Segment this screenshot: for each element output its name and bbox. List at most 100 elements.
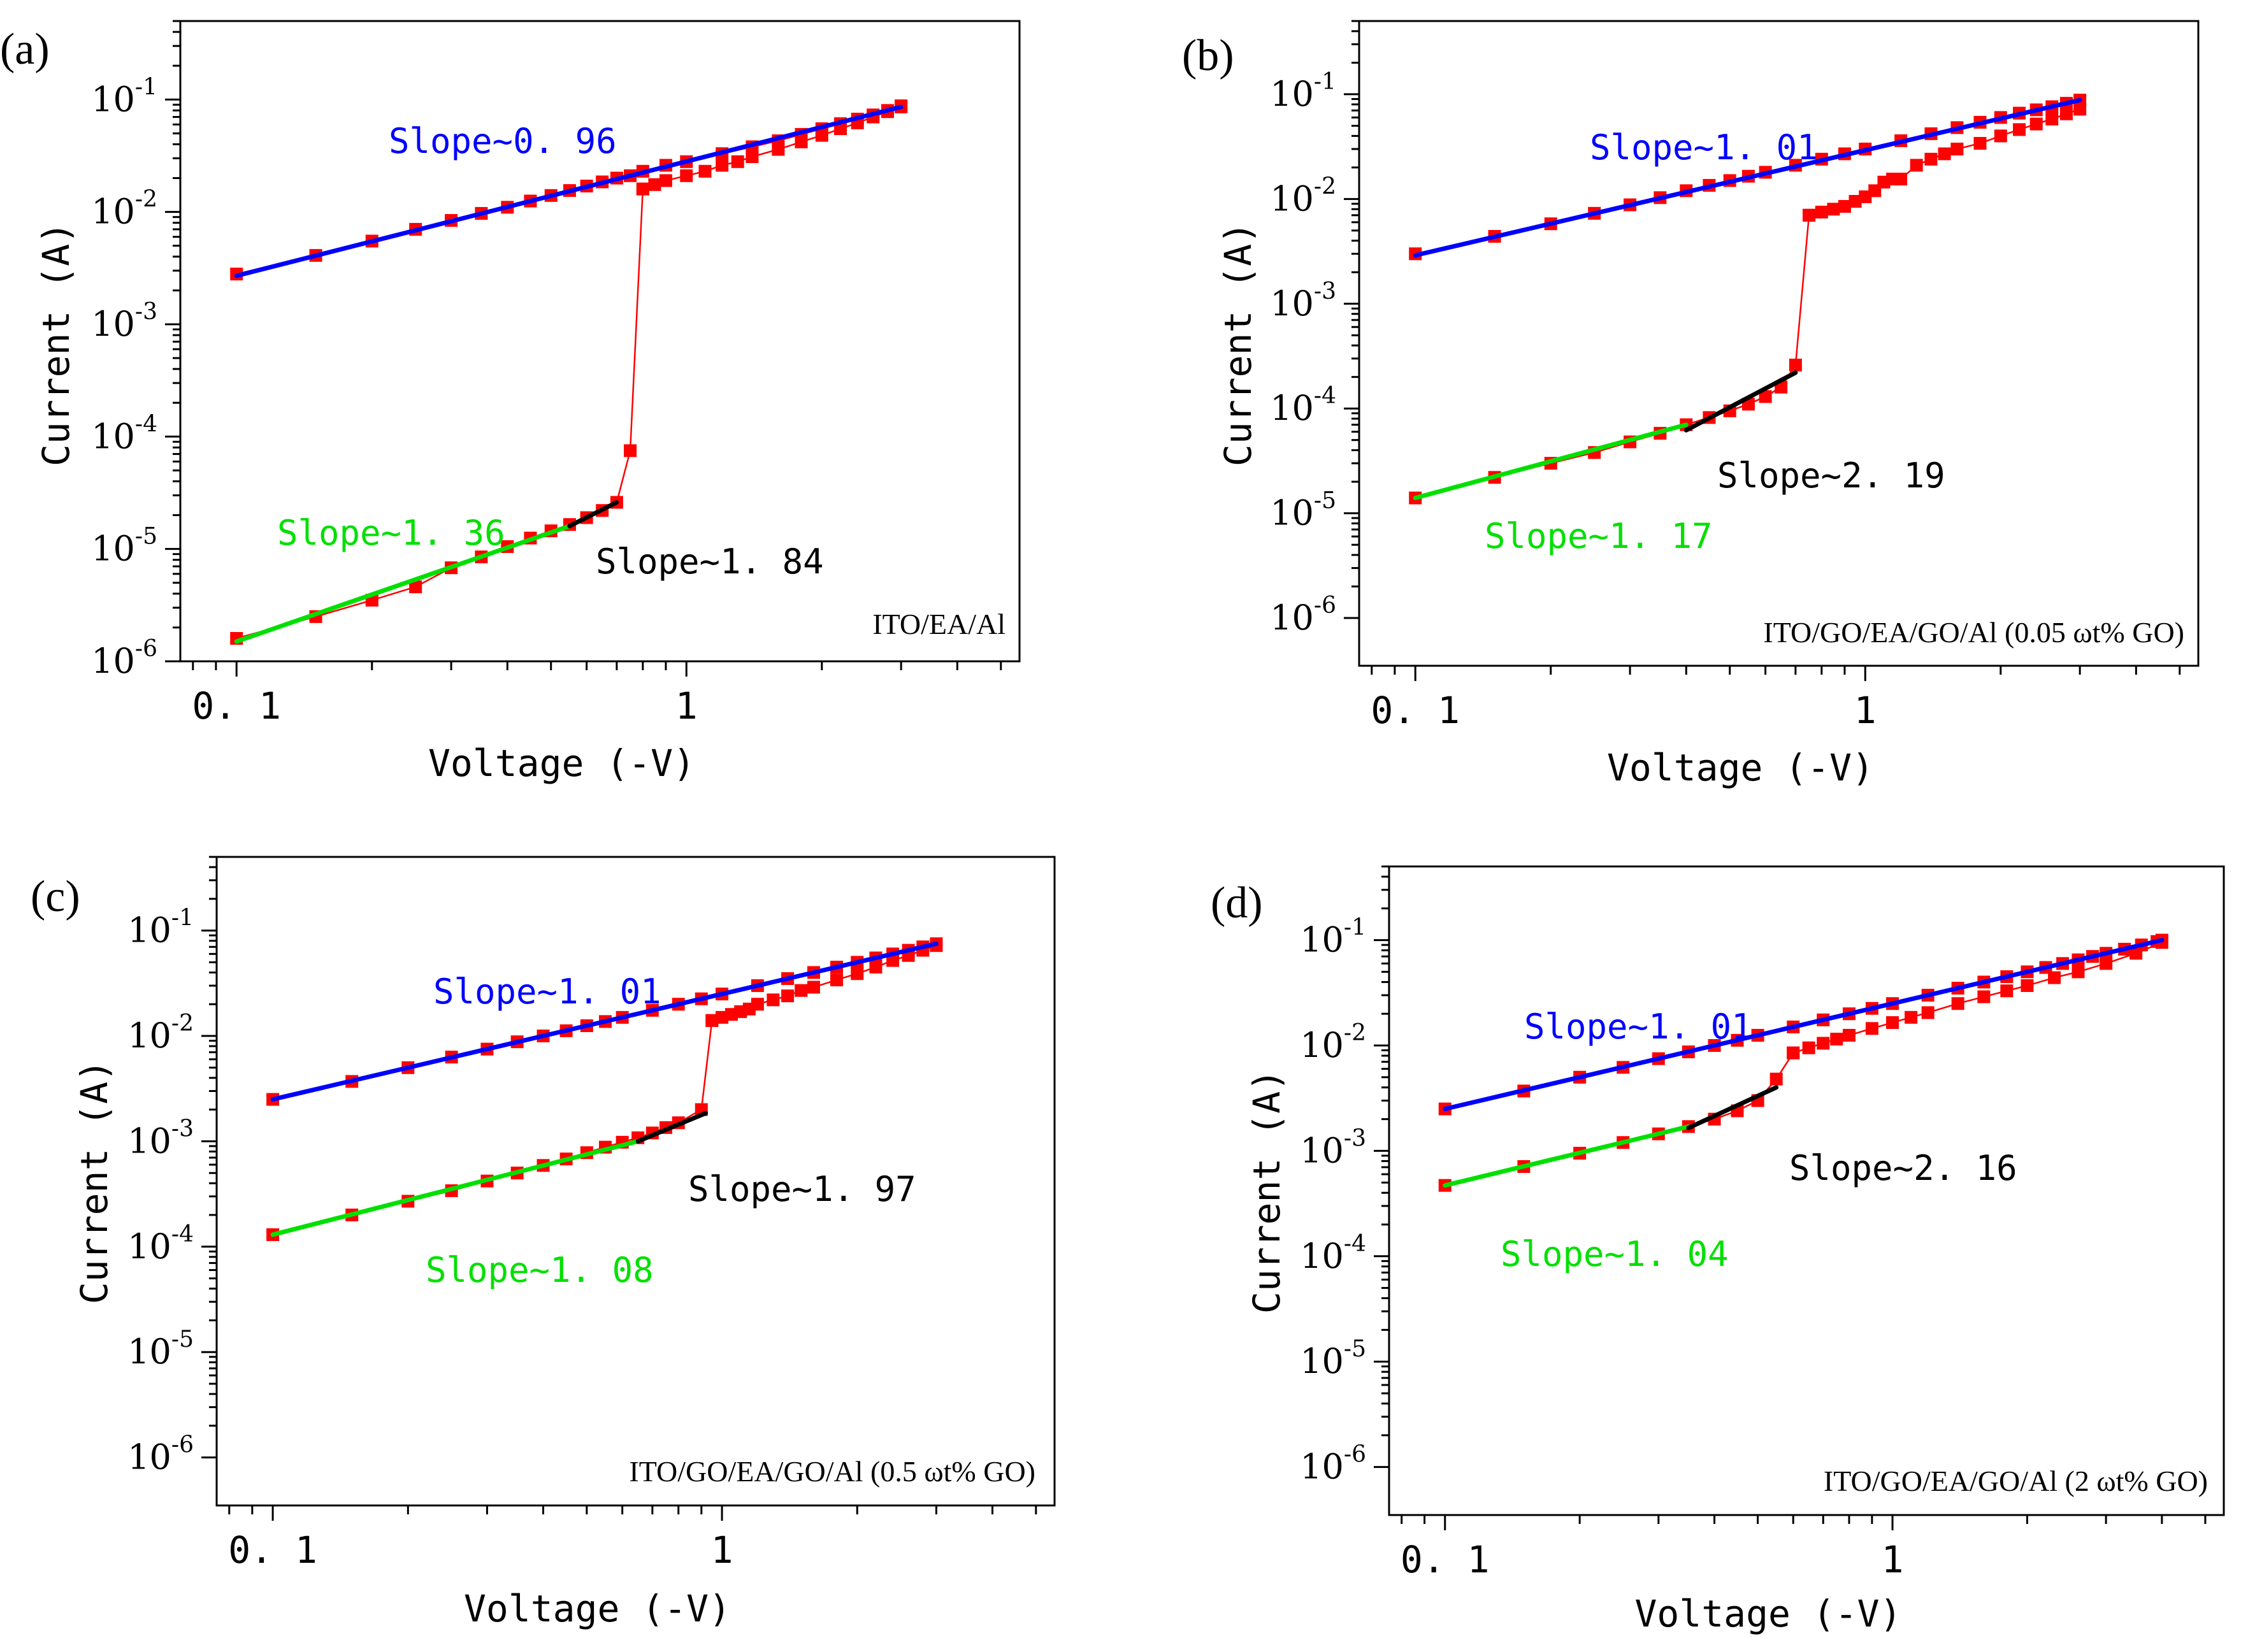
data-point <box>1842 1028 1855 1042</box>
slope-label: Slope~0. 96 <box>389 121 617 161</box>
data-point <box>659 174 672 187</box>
data-point <box>1838 199 1851 213</box>
data-point <box>731 155 744 168</box>
data-point <box>1865 1022 1878 1035</box>
data-point <box>1994 129 2007 143</box>
data-point <box>2000 984 2014 998</box>
data-point <box>851 967 864 980</box>
data-point <box>624 444 637 457</box>
data-point <box>2029 117 2043 131</box>
y-axis-title: Current (A) <box>1216 222 1260 466</box>
data-point <box>2045 112 2059 126</box>
y-tick-label: 10-2 <box>1300 1020 1366 1065</box>
data-point <box>2048 971 2061 984</box>
fit-line <box>1413 97 2082 258</box>
panel-tag: (c) <box>31 872 80 921</box>
panel-tag: (d) <box>1211 879 1263 928</box>
data-point <box>1973 136 1987 150</box>
data-point <box>795 984 808 997</box>
data-point <box>815 129 828 142</box>
data-point <box>795 135 808 148</box>
slope-label: Slope~1. 17 <box>1485 516 1713 556</box>
data-point <box>2073 103 2087 116</box>
slope-label: Slope~1. 01 <box>433 972 661 1012</box>
device-label: ITO/GO/EA/GO/Al (0.05 ωt% GO) <box>1763 616 2184 649</box>
y-tick-label: 10-5 <box>127 1326 194 1372</box>
fit-line <box>270 941 939 1102</box>
data-point <box>2129 947 2143 960</box>
x-tick-label: 1 <box>1854 689 1877 732</box>
data-point <box>1759 390 1772 403</box>
y-tick-label: 10-6 <box>127 1432 194 1477</box>
y-tick-label: 10-5 <box>91 524 157 569</box>
plot-frame <box>1388 865 2225 1516</box>
slope-label: Slope~1. 97 <box>688 1169 916 1209</box>
y-tick-label: 10-3 <box>91 299 157 344</box>
fit-line <box>1683 370 1798 433</box>
device-label: ITO/GO/EA/GO/Al (2 ωt% GO) <box>1824 1465 2208 1497</box>
data-point <box>751 998 764 1011</box>
data-point <box>1787 1046 1800 1059</box>
data-point <box>886 954 900 967</box>
data-point <box>705 1014 719 1027</box>
x-tick-label: 1 <box>1882 1538 1904 1581</box>
data-point <box>409 580 422 594</box>
y-tick-label: 10-4 <box>127 1221 194 1267</box>
device-label: ITO/GO/EA/GO/Al (0.5 ωt% GO) <box>629 1455 1035 1488</box>
y-tick-label: 10-6 <box>91 636 157 681</box>
slope-label: Slope~2. 16 <box>1789 1148 2017 1188</box>
data-point <box>2072 965 2085 979</box>
data-point <box>781 989 795 1003</box>
fit-line <box>1413 422 1689 501</box>
panel-tag: (a) <box>0 25 50 74</box>
y-tick-label: 10-2 <box>127 1010 194 1056</box>
data-point <box>1815 205 1828 219</box>
plot-frame <box>1358 20 2200 667</box>
x-axis-title: Voltage (-V) <box>428 742 695 785</box>
y-tick-label: 10-2 <box>1270 173 1336 219</box>
y-tick-label: 10-6 <box>1300 1442 1366 1487</box>
panel-b: 0. 1 1 10-1 10-2 10-3 10-4 10-5 10-6 Voltage (-V… <box>1182 20 2200 789</box>
slope-label: Slope~1. 01 <box>1524 1007 1752 1047</box>
data-point <box>1827 203 1840 216</box>
y-tick-label: 10-3 <box>1300 1125 1366 1170</box>
y-tick-label: 10-6 <box>1270 593 1336 638</box>
y-tick-label: 10-5 <box>1270 488 1336 533</box>
data-point <box>1802 1041 1815 1054</box>
device-label: ITO/EA/Al <box>872 608 1005 640</box>
x-tick-label: 0. 1 <box>1401 1538 1490 1581</box>
slope-label: Slope~1. 08 <box>426 1250 654 1290</box>
data-point <box>772 143 785 156</box>
data-point <box>2100 957 2113 970</box>
data-point <box>807 980 820 994</box>
panel-c: 0. 1 1 10-1 10-2 10-3 10-4 10-5 10-6 Voltage (-V… <box>31 856 1056 1630</box>
y-tick-label: 10-4 <box>91 411 157 456</box>
data-point <box>834 122 847 136</box>
data-point <box>1938 147 1951 161</box>
data-point <box>746 150 759 163</box>
data-point <box>1951 997 1964 1010</box>
data-point <box>1803 208 1816 222</box>
data-point <box>698 164 712 178</box>
data-point <box>1817 1037 1830 1050</box>
data-point <box>1886 1016 1899 1030</box>
x-tick-label: 1 <box>711 1528 733 1572</box>
slope-label: Slope~1. 36 <box>277 513 505 553</box>
x-axis-title: Voltage (-V) <box>464 1587 731 1630</box>
slope-label: Slope~1. 01 <box>1590 127 1818 168</box>
data-point <box>1977 990 1991 1003</box>
data-point <box>2013 123 2026 136</box>
fit-line <box>635 1110 709 1144</box>
data-point <box>869 960 883 973</box>
panel-tag: (b) <box>1182 31 1234 80</box>
data-point <box>1905 1010 1918 1024</box>
y-tick-label: 10-2 <box>91 187 157 232</box>
data-point <box>1769 1072 1783 1086</box>
data-point <box>1950 142 1964 155</box>
x-tick-label: 0. 1 <box>1371 689 1460 732</box>
panel-a: 0. 1 1 10-1 10-2 10-3 10-4 10-5 10-6 Voltage (-V… <box>0 20 1021 785</box>
data-point <box>1924 152 1938 166</box>
data-point <box>680 169 693 182</box>
fit-line <box>1443 1124 1691 1188</box>
